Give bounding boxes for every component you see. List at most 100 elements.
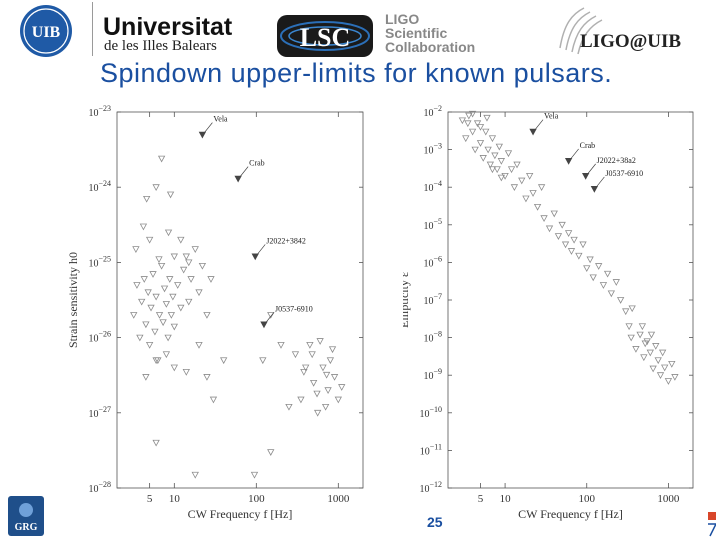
data-point: [152, 184, 160, 192]
y-tick-label: 10−11: [420, 442, 442, 457]
data-point: [170, 253, 178, 261]
data-point: [155, 312, 164, 319]
data-point: [177, 304, 185, 312]
data-point: [160, 285, 169, 293]
data-point: [170, 364, 178, 372]
data-point: [599, 282, 608, 289]
y-tick-label: 10−3: [423, 142, 442, 157]
data-point: [149, 271, 157, 278]
annotated-pulsar-point: [581, 172, 590, 180]
data-point: [545, 225, 554, 233]
data-point: [567, 248, 576, 255]
y-tick-label: 10−25: [88, 254, 111, 269]
data-point: [504, 150, 513, 158]
ligo-uib-logo: LIGO@UIB: [559, 7, 681, 55]
data-point: [465, 112, 473, 120]
data-point: [139, 223, 148, 231]
data-point: [164, 334, 172, 342]
pulsar-label: Crab: [580, 141, 596, 150]
pulsar-label: Vela: [213, 115, 228, 124]
x-tick-label: 1000: [327, 493, 350, 505]
data-point: [152, 357, 160, 365]
pulsar-label: J0537-6910: [605, 169, 643, 178]
y-tick-label: 10−27: [88, 405, 111, 420]
data-point: [468, 128, 477, 136]
data-point: [628, 305, 636, 313]
data-point: [162, 351, 171, 359]
lsc-line-1: LIGO: [385, 11, 420, 27]
data-point: [612, 279, 620, 286]
data-point: [130, 312, 138, 319]
university-subtitle: de les Illes Balears: [104, 38, 217, 54]
lsc-logo: LSC: [277, 15, 373, 57]
data-point: [476, 124, 485, 131]
data-point: [155, 256, 163, 264]
annotation-leader: [570, 148, 579, 160]
data-point: [579, 241, 587, 249]
data-point: [570, 236, 578, 244]
y-tick-label: 10−6: [423, 254, 442, 269]
data-point: [267, 449, 275, 456]
grg-logo: GRG: [8, 496, 44, 536]
data-point: [654, 357, 662, 365]
data-point: [510, 184, 519, 192]
data-point: [513, 161, 521, 169]
data-point: [267, 312, 275, 319]
data-point: [638, 323, 647, 331]
data-point: [147, 304, 155, 312]
annotation-leader: [534, 119, 544, 130]
data-point: [185, 259, 193, 267]
data-point: [595, 263, 603, 270]
annotation-leader: [587, 163, 596, 175]
data-point: [152, 439, 160, 447]
data-point: [462, 135, 470, 143]
data-point: [529, 190, 537, 197]
uib-seal-logo: UIB: [20, 5, 72, 57]
corner-decoration: [708, 512, 716, 537]
data-point: [643, 338, 651, 346]
data-point: [558, 221, 566, 229]
data-point: [627, 334, 635, 342]
lsc-line-2: Scientific: [385, 25, 448, 41]
data-point: [522, 195, 530, 203]
data-point: [195, 289, 203, 297]
data-point: [285, 403, 293, 411]
data-point: [300, 368, 308, 376]
annotated-pulsar-point: [251, 253, 259, 261]
x-tick-label: 100: [248, 493, 265, 505]
data-point: [473, 120, 482, 128]
data-point: [486, 161, 495, 169]
data-point: [198, 262, 207, 270]
data-point: [625, 323, 633, 331]
data-point: [166, 191, 175, 199]
university-name: Universitat: [103, 13, 233, 41]
data-point: [207, 276, 215, 283]
data-point: [603, 270, 612, 278]
data-point: [177, 236, 185, 244]
data-point: [586, 256, 594, 264]
data-point: [649, 365, 657, 373]
data-point: [250, 471, 259, 479]
annotation-leader: [239, 166, 249, 177]
data-point: [191, 471, 199, 479]
data-point: [575, 252, 583, 260]
data-point: [488, 166, 497, 174]
data-point: [324, 387, 332, 394]
annotated-pulsar-point: [564, 158, 573, 165]
data-point: [656, 372, 665, 380]
x-tick-label: 10: [169, 493, 181, 505]
data-point: [471, 146, 479, 154]
data-point: [313, 390, 321, 398]
x-tick-label: 1000: [657, 493, 680, 505]
data-point: [302, 364, 310, 372]
x-tick-label: 5: [147, 493, 153, 505]
data-point: [668, 360, 676, 368]
data-point: [309, 379, 318, 387]
data-point: [483, 114, 491, 122]
y-tick-label: 10−26: [88, 330, 111, 345]
data-point: [640, 354, 648, 362]
x-tick-label: 10: [500, 493, 512, 505]
ligo-uib-text: LIGO@UIB: [580, 31, 681, 52]
data-point: [334, 396, 342, 404]
data-point: [322, 371, 331, 379]
